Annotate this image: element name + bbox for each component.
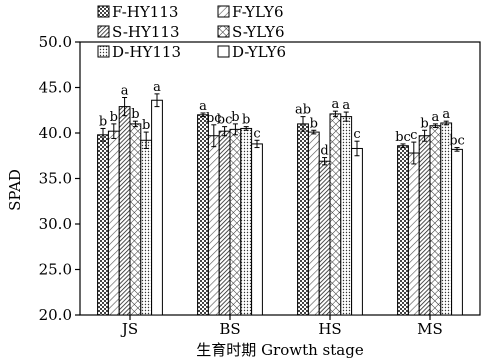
significance-label: b: [99, 114, 107, 129]
y-tick-label: 30.0: [39, 215, 72, 233]
legend-label: F-HY113: [112, 3, 178, 21]
bar: [329, 113, 342, 316]
significance-label: a: [342, 98, 350, 113]
bar: [407, 152, 420, 316]
significance-label: a: [153, 80, 161, 95]
significance-label: a: [332, 97, 340, 112]
bar: [107, 130, 120, 316]
significance-label: a: [432, 110, 440, 125]
legend-label: D-YLY6: [232, 43, 286, 61]
bar: [118, 106, 131, 316]
x-axis-label: 生育时期 Growth stage: [196, 341, 364, 359]
significance-label: b: [142, 118, 150, 133]
y-tick-label: 20.0: [39, 306, 72, 324]
significance-label: bc: [449, 134, 465, 149]
bar: [418, 135, 431, 316]
x-axis: JS BS HS MS: [120, 315, 443, 338]
legend-swatch: [217, 25, 230, 38]
significance-label: a: [121, 84, 129, 99]
significance-label: bc: [395, 130, 411, 145]
significance-label: b: [310, 116, 318, 131]
significance-label: d: [320, 144, 328, 159]
significance-label: ab: [295, 103, 311, 118]
bar: [129, 123, 142, 316]
x-tick-label: HS: [318, 320, 341, 338]
legend-swatch: [217, 5, 230, 18]
bar: [429, 125, 442, 316]
y-tick-label: 45.0: [39, 79, 72, 97]
legend-swatch: [97, 45, 110, 58]
y-tick-label: 50.0: [39, 33, 72, 51]
bar: [218, 130, 231, 316]
y-axis: 20.0 25.0 30.0 35.0 40.0 45.0 50.0: [39, 33, 80, 324]
bar: [240, 127, 253, 316]
x-tick-label: BS: [219, 320, 240, 338]
bar: [451, 148, 463, 316]
y-axis-label: SPAD: [6, 169, 24, 211]
legend-swatch: [97, 25, 110, 38]
legend-swatch: [97, 5, 110, 18]
legend-label: S-HY113: [112, 23, 180, 41]
bar: [197, 114, 209, 316]
significance-label: b: [131, 107, 139, 122]
bar: [340, 116, 353, 316]
bar: [440, 122, 453, 316]
legend-label: D-HY113: [112, 43, 181, 61]
bar: [151, 99, 163, 316]
significance-label: c: [353, 127, 360, 142]
bar: [307, 131, 320, 316]
significance-label: b: [420, 116, 428, 131]
legend-label: F-YLY6: [232, 3, 284, 21]
significance-label: a: [199, 99, 207, 114]
bar: [140, 139, 153, 316]
legend: F-HY113 F-YLY6 S-HY113 S-YLY6 D-HY113 D-YLY6: [97, 3, 286, 61]
significance-label: a: [442, 107, 450, 122]
y-tick-label: 40.0: [39, 124, 72, 142]
y-tick-label: 25.0: [39, 261, 72, 279]
y-tick-label: 35.0: [39, 170, 72, 188]
legend-swatch: [217, 45, 230, 58]
bar: [297, 123, 309, 316]
significance-label: bc: [217, 113, 233, 128]
x-tick-label: JS: [120, 320, 138, 338]
significance-label: b: [242, 113, 250, 128]
significance-label: c: [253, 126, 260, 141]
legend-label: S-YLY6: [232, 23, 285, 41]
bar: [207, 135, 220, 316]
bar: [97, 134, 109, 316]
significance-label: b: [231, 110, 239, 125]
bar: [318, 160, 331, 316]
significance-label: c: [410, 128, 417, 143]
bar: [251, 143, 263, 316]
x-tick-label: MS: [417, 320, 443, 338]
significance-label: bc: [206, 111, 222, 126]
bar: [397, 145, 409, 316]
bar: [229, 128, 242, 316]
bar: [351, 147, 363, 316]
significance-label: b: [110, 110, 118, 125]
